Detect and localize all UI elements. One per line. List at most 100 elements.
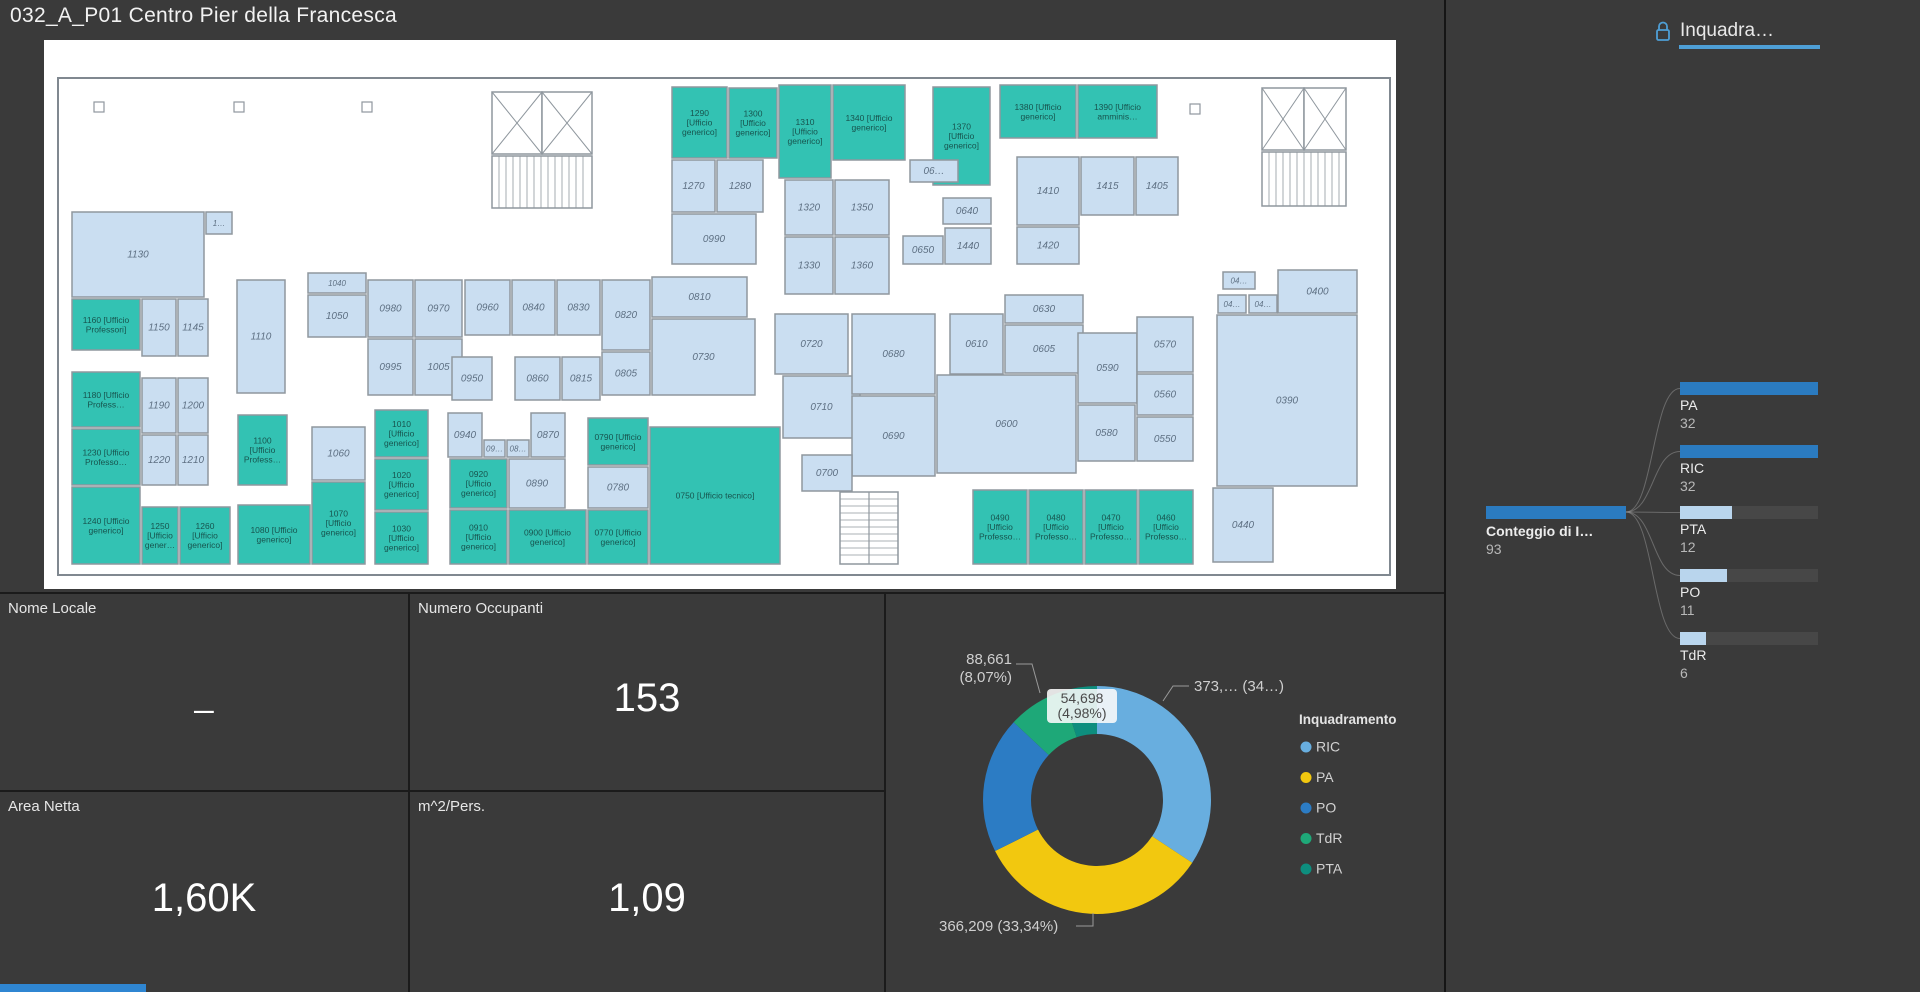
room-1390[interactable]: 1390 [Ufficioamminis… [1077,84,1158,139]
room-1405[interactable]: 1405 [1135,156,1179,216]
room-0940[interactable]: 0940 [447,412,483,458]
room-1270[interactable]: 1270 [671,159,716,213]
room-1280[interactable]: 1280 [716,159,764,213]
room-1040[interactable]: 1040 [307,272,367,294]
room-0440[interactable]: 0440 [1212,487,1274,563]
room-1420[interactable]: 1420 [1016,226,1080,265]
room-04[interactable]: 04… [1248,294,1278,314]
room-0590[interactable]: 0590 [1077,332,1138,404]
room-0560[interactable]: 0560 [1136,373,1194,416]
room-1060[interactable]: 1060 [311,426,366,481]
room-06[interactable]: 06… [909,159,959,183]
tree-root-bar[interactable] [1486,506,1626,519]
room-0810[interactable]: 0810 [651,276,748,318]
donut-slice-RIC[interactable] [1097,686,1211,863]
room-0730[interactable]: 0730 [651,318,756,396]
tree-node-PO[interactable] [1680,569,1818,582]
room-0860[interactable]: 0860 [514,356,561,401]
tree-node-TdR[interactable] [1680,632,1818,645]
room-0830[interactable]: 0830 [556,279,601,336]
room-1210[interactable]: 1210 [177,434,209,486]
tree-node-PA[interactable] [1680,382,1818,395]
room-0490[interactable]: 0490[UfficioProfesso… [972,489,1028,565]
room-0980[interactable]: 0980 [367,279,414,338]
room-1190[interactable]: 1190 [141,377,177,434]
room-1320[interactable]: 1320 [784,179,834,236]
legend-item-PA[interactable]: PA [1300,769,1335,785]
room-0710[interactable]: 0710 [782,375,861,439]
room-0840[interactable]: 0840 [511,279,556,336]
room-0820[interactable]: 0820 [601,279,651,351]
tree-node-RIC[interactable] [1680,445,1818,458]
room-0805[interactable]: 0805 [601,351,651,396]
room-0890[interactable]: 0890 [508,458,566,509]
room-1050[interactable]: 1050 [307,294,367,338]
room-0870[interactable]: 0870 [530,412,566,458]
room-1[interactable]: 1… [205,211,233,235]
donut-slice-PO[interactable] [983,722,1049,852]
room-08[interactable]: 08… [506,439,530,458]
room-0700[interactable]: 0700 [801,454,853,492]
room-1415[interactable]: 1415 [1080,156,1135,216]
room-1145[interactable]: 1145 [177,298,209,357]
room-09[interactable]: 09… [483,439,506,458]
room-0690[interactable]: 0690 [851,395,936,477]
room-1200[interactable]: 1200 [177,377,209,434]
legend-item-PTA[interactable]: PTA [1300,861,1343,877]
room-0550[interactable]: 0550 [1136,416,1194,462]
room-0650[interactable]: 0650 [902,235,944,265]
room-0960[interactable]: 0960 [464,279,511,336]
room-0605[interactable]: 0605 [1004,324,1084,374]
room-04[interactable]: 04… [1222,271,1256,290]
room-0815[interactable]: 0815 [561,356,601,401]
room-0630[interactable]: 0630 [1004,294,1084,324]
room-04[interactable]: 04… [1217,294,1247,314]
room-0680[interactable]: 0680 [851,313,936,395]
room-0400[interactable]: 0400 [1277,269,1358,314]
room-0610[interactable]: 0610 [949,313,1004,375]
room-0995[interactable]: 0995 [367,338,414,396]
donut-slice-PA[interactable] [995,829,1193,914]
room-1350[interactable]: 1350 [834,179,890,236]
room-0600[interactable]: 0600 [936,374,1077,474]
room-1250[interactable]: 1250[Ufficiogener… [141,506,179,565]
legend-item-TdR[interactable]: TdR [1300,830,1343,846]
room-1410[interactable]: 1410 [1016,156,1080,226]
room-1180[interactable]: 1180 [UfficioProfess… [71,371,141,428]
room-0970[interactable]: 0970 [414,279,463,338]
room-1360[interactable]: 1360 [834,236,890,295]
tree-node-PTA[interactable] [1680,506,1818,519]
room-0990[interactable]: 0990 [671,213,757,265]
room-0780[interactable]: 0780 [587,466,649,509]
room-0950[interactable]: 0950 [451,356,493,401]
room-0580[interactable]: 0580 [1077,404,1136,462]
room-1150[interactable]: 1150 [141,298,177,357]
legend-item-RIC[interactable]: RIC [1300,739,1341,755]
room-1100[interactable]: 1100[UfficioProfess… [237,414,288,486]
room-1230[interactable]: 1230 [UfficioProfesso… [71,428,141,486]
room-1220[interactable]: 1220 [141,434,177,486]
room-0750[interactable]: 0750 [Ufficio tecnico] [649,426,781,565]
room-0720[interactable]: 0720 [774,313,849,375]
room-1440[interactable]: 1440 [944,227,992,265]
tree-field-pill[interactable]: Inquadra… [1651,16,1831,50]
room-1330[interactable]: 1330 [784,236,834,295]
